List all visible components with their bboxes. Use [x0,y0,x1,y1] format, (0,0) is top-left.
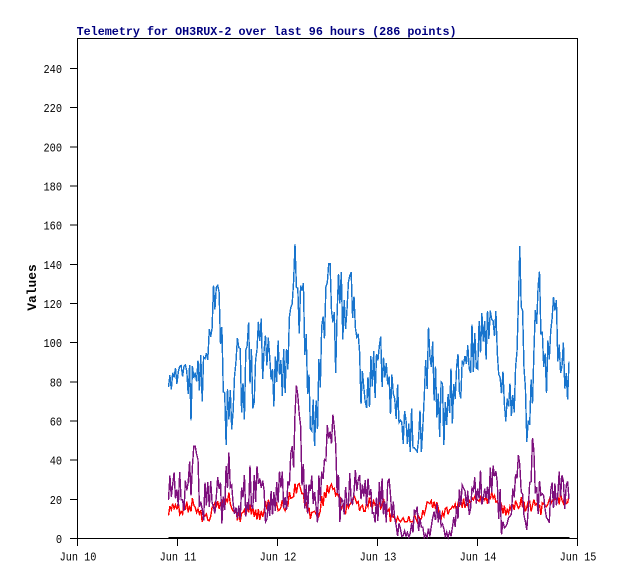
svg-text:20: 20 [50,494,62,508]
svg-text:Values: Values [25,264,40,311]
svg-text:80: 80 [50,376,62,390]
svg-text:200: 200 [44,141,63,155]
svg-text:120: 120 [44,298,63,312]
svg-text:40: 40 [50,455,62,469]
svg-text:Jun 15: Jun 15 [560,551,597,565]
svg-text:60: 60 [50,416,62,430]
svg-text:140: 140 [44,259,63,273]
svg-text:0: 0 [56,533,62,547]
svg-text:100: 100 [44,337,63,351]
svg-text:Jun 14: Jun 14 [460,551,497,565]
svg-text:Jun 10: Jun 10 [60,551,97,565]
svg-text:Jun 13: Jun 13 [360,551,397,565]
svg-text:Jun 11: Jun 11 [160,551,197,565]
svg-text:Jun 12: Jun 12 [260,551,297,565]
svg-text:160: 160 [44,220,63,234]
svg-text:Telemetry for OH3RUX-2 over la: Telemetry for OH3RUX-2 over last 96 hour… [77,25,457,39]
svg-text:220: 220 [44,102,63,116]
svg-text:240: 240 [44,63,63,77]
svg-text:180: 180 [44,181,63,195]
